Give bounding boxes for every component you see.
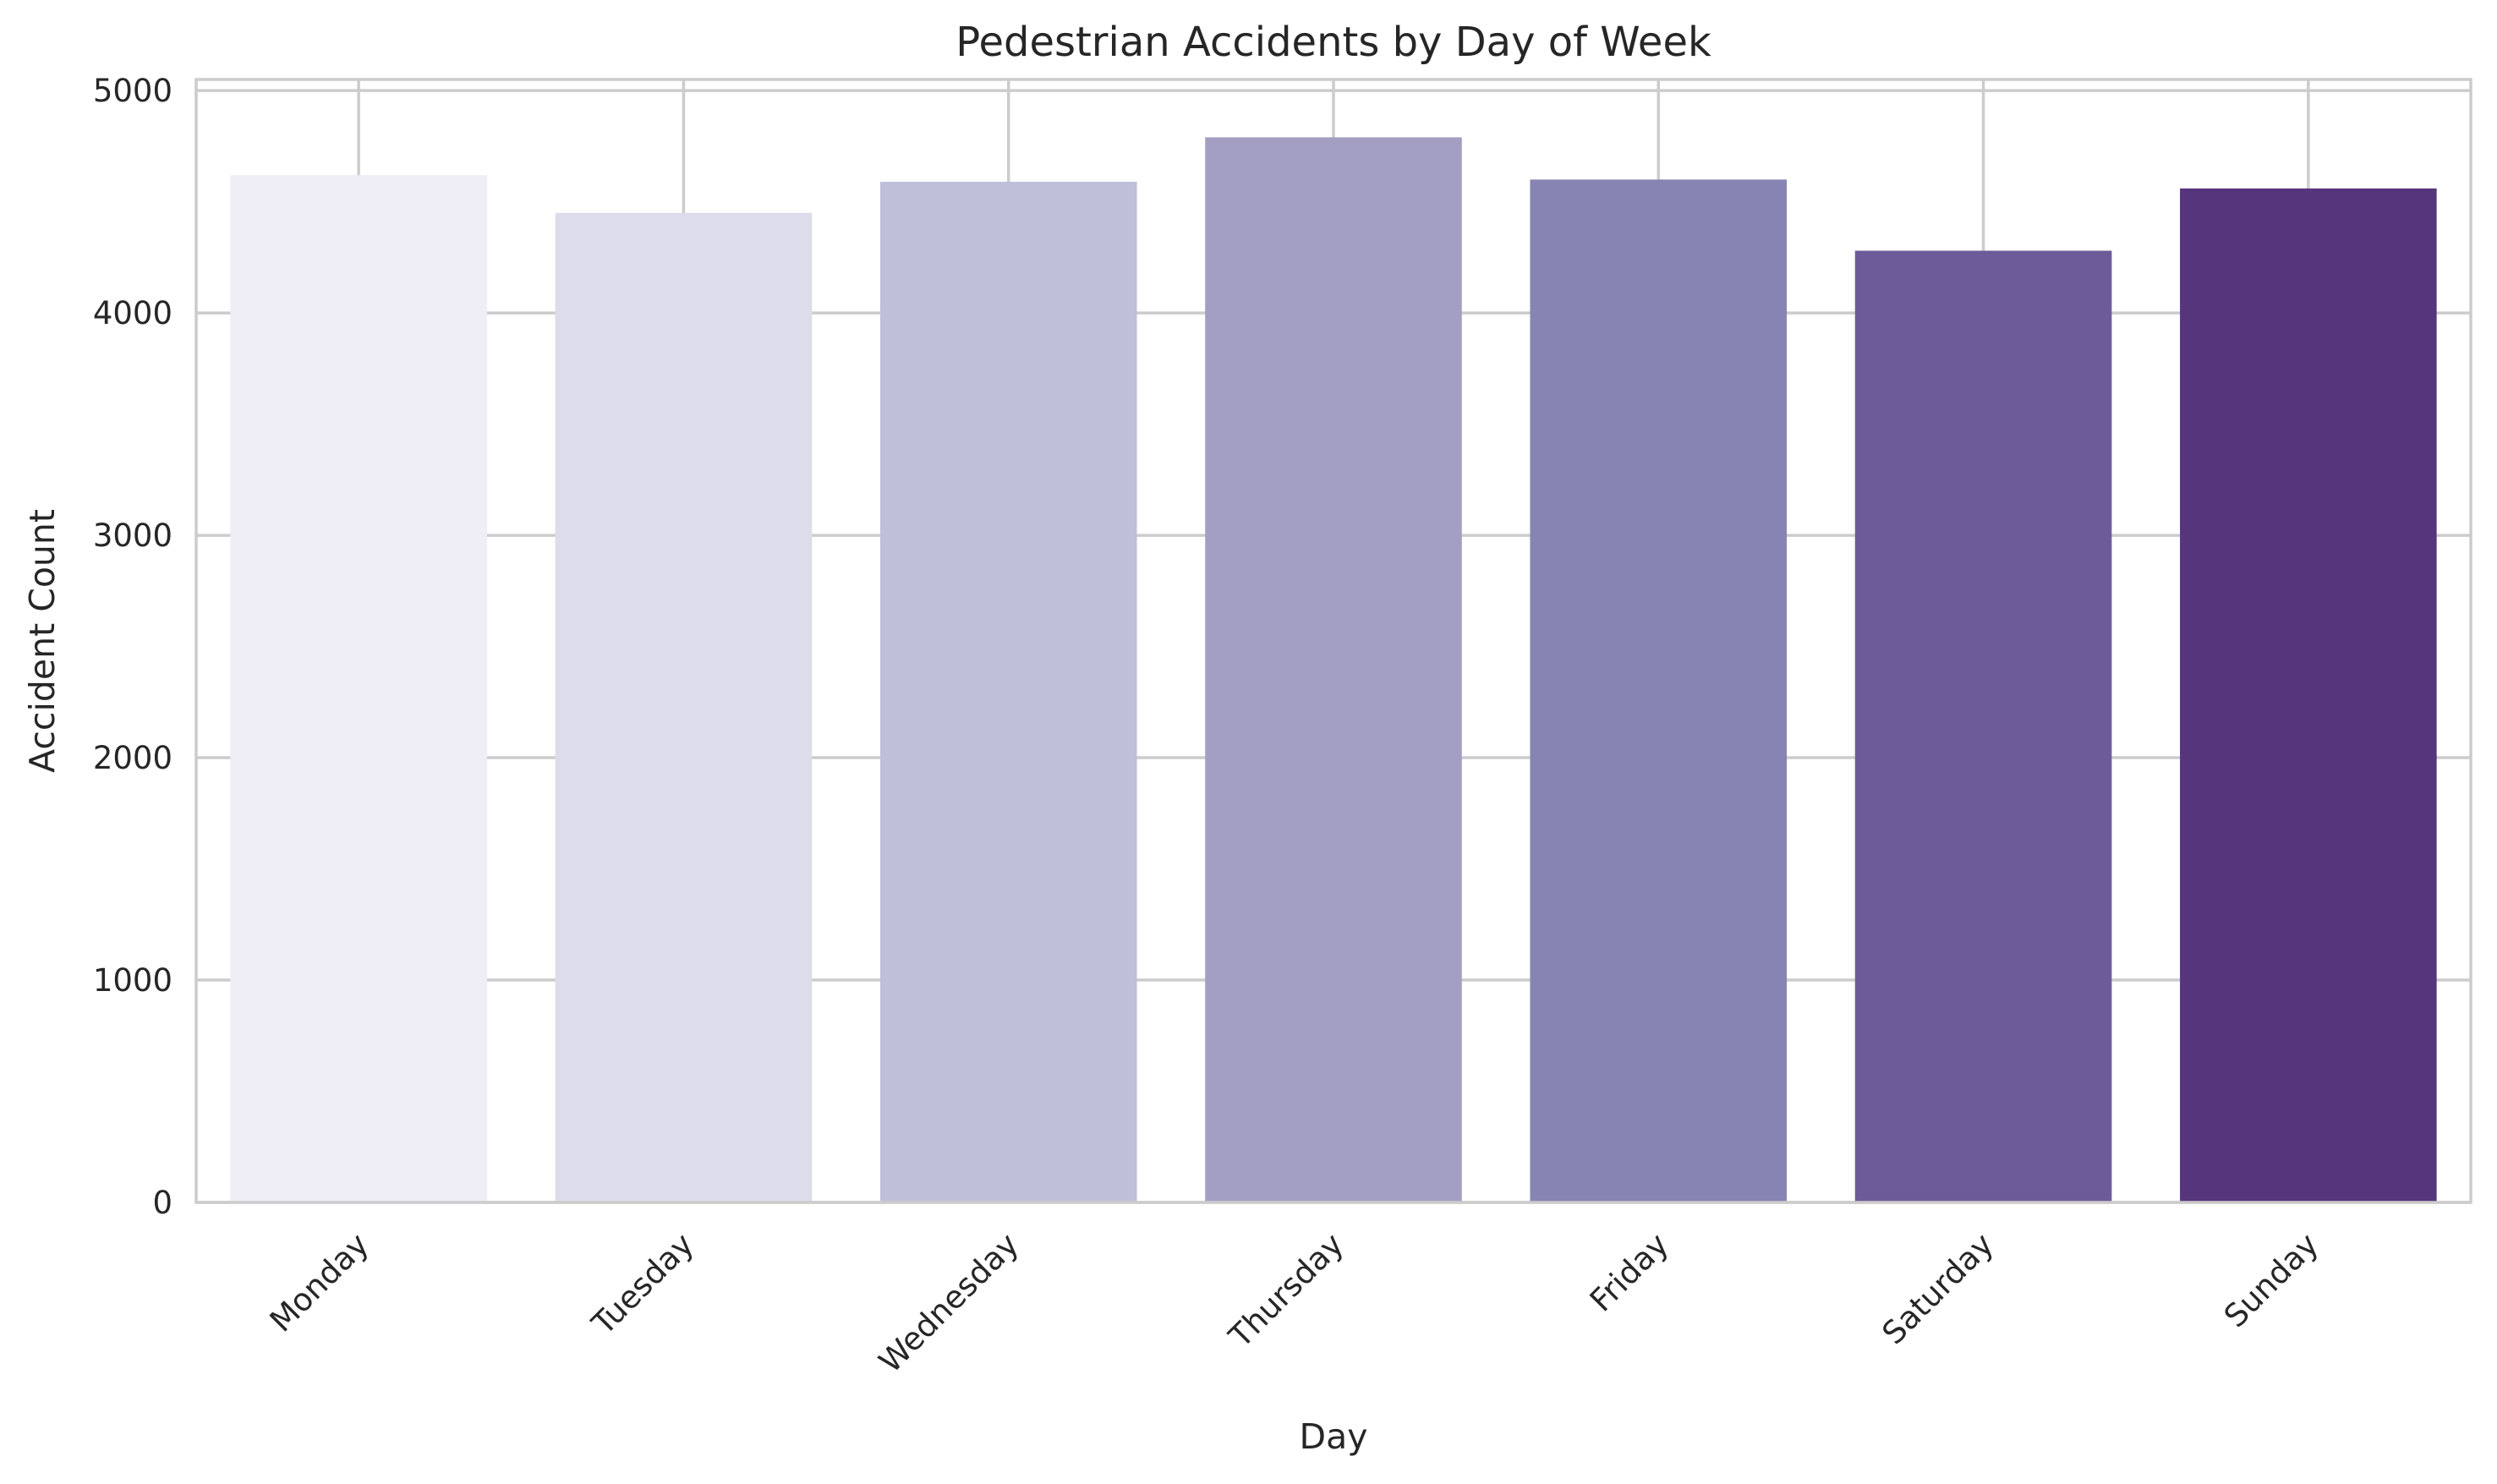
- chart-title: Pedestrian Accidents by Day of Week: [956, 19, 1711, 66]
- x-tick-label-saturday: Saturday: [1875, 1226, 2001, 1351]
- bar-monday: [230, 175, 487, 1202]
- y-tick-label: 0: [152, 1185, 172, 1221]
- y-axis-ticks: 0 1000 2000 3000 4000 5000: [93, 73, 172, 1221]
- x-axis-label: Day: [1300, 1416, 1368, 1457]
- bar-thursday: [1205, 137, 1462, 1202]
- x-tick-label-wednesday: Wednesday: [872, 1226, 1026, 1380]
- x-tick-label-monday: Monday: [263, 1226, 376, 1339]
- x-tick-label-friday: Friday: [1583, 1226, 1676, 1319]
- y-tick-label: 2000: [93, 740, 172, 776]
- x-tick-label-sunday: Sunday: [2217, 1226, 2325, 1334]
- bar-saturday: [1854, 250, 2112, 1203]
- bar-friday: [1530, 179, 1788, 1202]
- plot-frame: [194, 78, 2472, 1204]
- bars: [230, 137, 2437, 1203]
- y-tick-label: 1000: [93, 962, 172, 999]
- y-tick-label: 5000: [93, 73, 172, 109]
- bar-tuesday: [555, 212, 813, 1202]
- bar-wednesday: [879, 181, 1137, 1203]
- x-tick-label-tuesday: Tuesday: [584, 1226, 701, 1343]
- x-tick-label-thursday: Thursday: [1222, 1226, 1351, 1355]
- bar-sunday: [2180, 188, 2437, 1202]
- y-tick-label: 3000: [93, 517, 172, 554]
- y-tick-label: 4000: [93, 295, 172, 331]
- x-axis-ticks: Monday Tuesday Wednesday Thursday Friday Satu…: [263, 1226, 2325, 1380]
- y-axis-label: Accident Count: [22, 509, 63, 773]
